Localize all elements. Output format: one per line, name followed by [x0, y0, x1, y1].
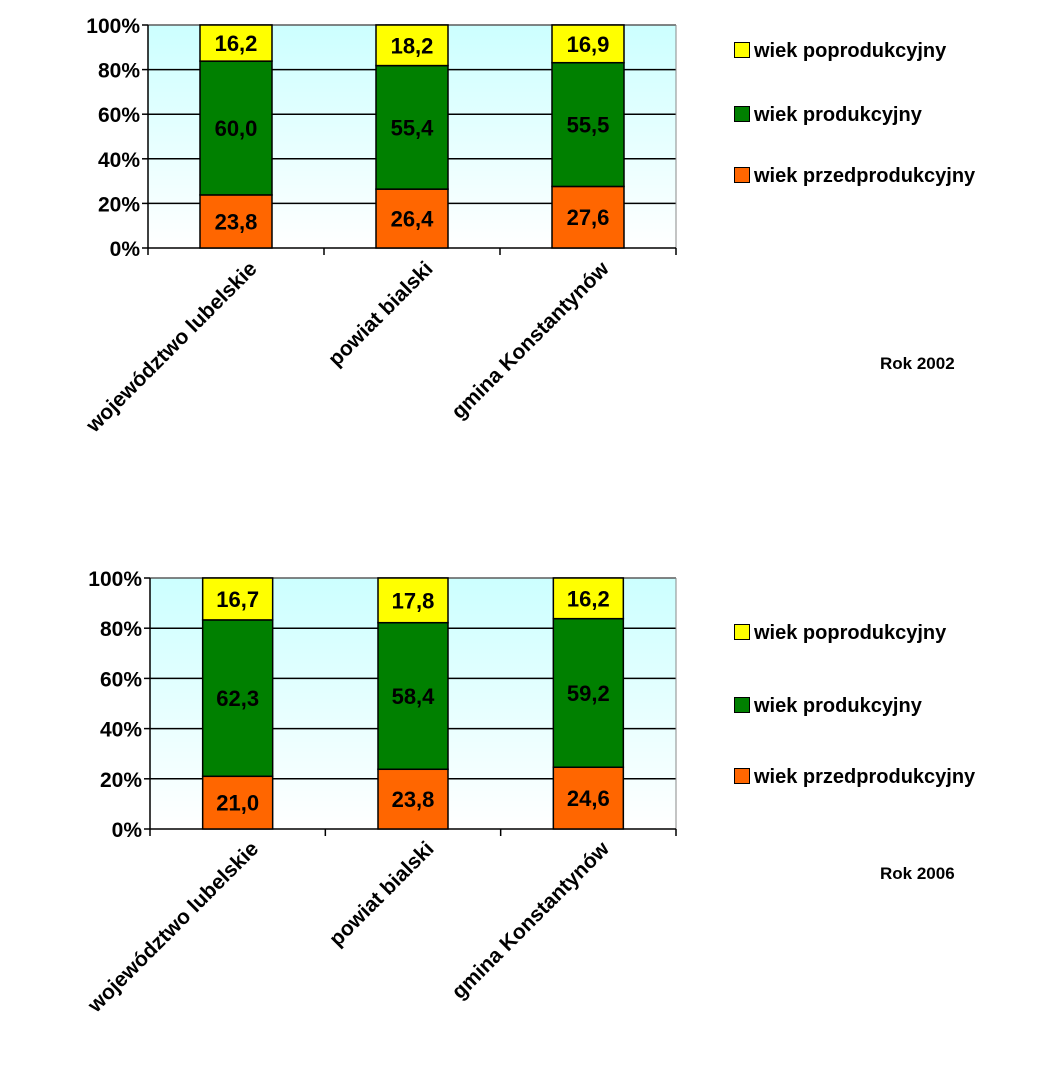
y-tick-label: 100%	[88, 568, 142, 591]
legend-label-produkcyjny: wiek produkcyjny	[754, 695, 922, 717]
bar-segment	[375, 24, 449, 67]
data-label: 58,4	[392, 684, 436, 709]
data-label: 18,2	[391, 33, 434, 58]
bar-segment	[551, 24, 625, 64]
chart-2006-legend: wiek poprodukcyjny wiek produkcyjny wiek…	[734, 552, 1044, 812]
chart-2006: 0% 20% 40% 60% 80% 100% 21,0 62,3 16,7 województw…	[0, 552, 1044, 1077]
chart-2002: 0% 20% 40% 60% 80% 100% 23,8 60,0 16,2 województw…	[0, 0, 1044, 520]
bar-segment	[201, 577, 274, 621]
chart-2002-legend: wiek poprodukcyjny wiek produkcyjny wiek…	[734, 0, 1044, 200]
data-label: 21,0	[216, 791, 259, 816]
bar-segment	[377, 621, 449, 771]
bar-segment	[377, 768, 449, 830]
bar-segment	[551, 185, 625, 249]
legend-label-przedprodukcyjny: wiek przedprodukcyjny	[754, 766, 976, 788]
legend-item-produkcyjny: wiek produkcyjny	[734, 695, 922, 718]
legend-swatch-poprodukcyjny	[734, 41, 750, 58]
y-tick-label: 40%	[100, 719, 142, 742]
data-label: 16,9	[567, 32, 610, 57]
legend-swatch-przedprodukcyjny	[734, 767, 750, 784]
data-label: 27,6	[567, 205, 610, 230]
data-label: 62,3	[216, 686, 259, 711]
data-label: 16,7	[216, 587, 259, 612]
chart-2006-plot: 0% 20% 40% 60% 80% 100% 21,0 62,3 16,7 województw…	[83, 568, 677, 1018]
chart-2002-caption: Rok 2002	[880, 354, 955, 373]
data-label: 55,4	[391, 115, 435, 140]
chart-2006-caption: Rok 2006	[880, 864, 955, 883]
bar-segment	[199, 194, 273, 249]
legend-label-produkcyjny: wiek produkcyjny	[754, 104, 922, 126]
bar-segment	[199, 60, 273, 196]
y-tick-label: 20%	[98, 193, 140, 216]
legend-swatch-produkcyjny	[734, 105, 750, 122]
data-label: 23,8	[215, 209, 258, 234]
data-label: 16,2	[567, 586, 610, 611]
chart-2002-plot: 0% 20% 40% 60% 80% 100% 23,8 60,0 16,2 województw…	[81, 15, 677, 438]
data-label: 16,2	[215, 31, 258, 56]
bar-segment	[375, 64, 449, 190]
legend-item-produkcyjny: wiek produkcyjny	[734, 104, 922, 127]
category-label: powiat bialski	[325, 837, 439, 951]
legend-swatch-poprodukcyjny	[734, 623, 750, 640]
category-label: województwo lubelskie	[83, 837, 263, 1017]
y-tick-label: 80%	[100, 618, 142, 641]
y-tick-label: 80%	[98, 60, 140, 83]
category-label: gmina Konstantynów	[447, 837, 614, 1004]
legend-swatch-przedprodukcyjny	[734, 166, 750, 183]
bar-segment	[201, 619, 274, 778]
legend-item-przedprodukcyjny: wiek przedprodukcyjny	[734, 165, 975, 188]
bar-segment	[377, 577, 449, 624]
y-tick-label: 0%	[112, 819, 143, 842]
data-label: 17,8	[392, 588, 435, 613]
y-tick-label: 0%	[110, 238, 141, 261]
legend-item-poprodukcyjny: wiek poprodukcyjny	[734, 40, 946, 63]
legend-label-poprodukcyjny: wiek poprodukcyjny	[754, 622, 947, 644]
bar-segment	[552, 617, 625, 769]
y-tick-label: 60%	[100, 668, 142, 691]
data-label: 23,8	[392, 787, 435, 812]
legend-label-poprodukcyjny: wiek poprodukcyjny	[754, 40, 947, 62]
legend-label-przedprodukcyjny: wiek przedprodukcyjny	[754, 165, 976, 187]
data-label: 59,2	[567, 681, 610, 706]
legend-item-przedprodukcyjny: wiek przedprodukcyjny	[734, 766, 975, 789]
bar-segment	[552, 577, 625, 620]
legend-swatch-produkcyjny	[734, 696, 750, 713]
data-label: 24,6	[567, 786, 610, 811]
y-tick-label: 60%	[98, 104, 140, 127]
bar-segment	[552, 766, 625, 830]
category-label: gmina Konstantynów	[447, 257, 614, 424]
data-label: 60,0	[215, 116, 258, 141]
data-label: 26,4	[391, 207, 435, 232]
y-tick-label: 40%	[98, 149, 140, 172]
category-label: powiat bialski	[324, 257, 438, 371]
category-label: województwo lubelskie	[81, 257, 261, 437]
data-label: 55,5	[567, 113, 610, 138]
bar-segment	[199, 24, 273, 62]
legend-item-poprodukcyjny: wiek poprodukcyjny	[734, 622, 946, 645]
bar-segment	[201, 775, 274, 830]
y-tick-label: 100%	[86, 15, 140, 38]
y-tick-label: 20%	[100, 769, 142, 792]
